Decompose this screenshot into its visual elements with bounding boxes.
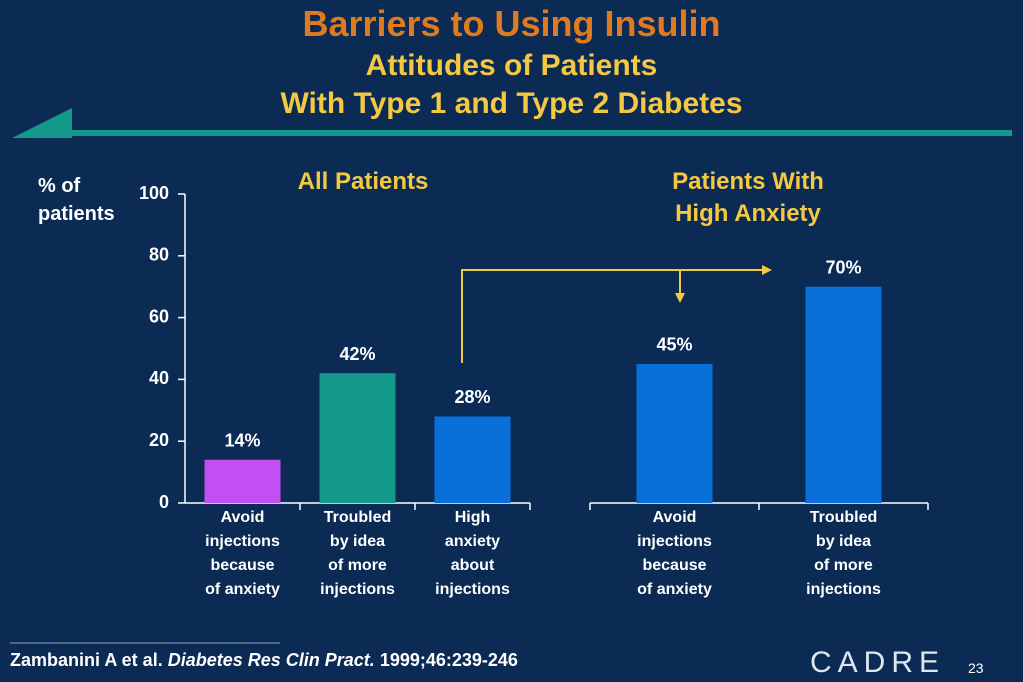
slide-number: 23 xyxy=(968,660,984,676)
y-tick-label: 80 xyxy=(149,245,169,265)
bar xyxy=(204,459,281,503)
x-tick-label: Troubled by idea of more injections xyxy=(320,509,395,598)
bar xyxy=(636,363,713,503)
value-label: 70% xyxy=(825,257,861,277)
x-tick-label: Avoid injections because of anxiety xyxy=(637,509,712,598)
arrow-head xyxy=(675,293,685,303)
y-tick-label: 100 xyxy=(139,183,169,203)
y-axis-label: % of patients xyxy=(38,175,115,225)
value-label: 45% xyxy=(656,335,692,355)
arrow-head xyxy=(762,265,772,275)
decor-rule xyxy=(72,130,1012,136)
bar xyxy=(319,373,396,503)
x-tick-label: High anxiety about injections xyxy=(435,509,510,598)
bar xyxy=(434,416,511,503)
citation-details: 1999;46:239-246 xyxy=(379,650,518,670)
y-tick-label: 60 xyxy=(149,306,169,326)
y-tick-label: 0 xyxy=(159,492,169,512)
value-label: 28% xyxy=(454,387,490,407)
x-tick-label: Avoid injections because of anxiety xyxy=(205,509,280,598)
subtitle: With Type 1 and Type 2 Diabetes xyxy=(280,87,743,120)
citation-journal: Diabetes Res Clin Pract. xyxy=(167,650,375,670)
value-label: 14% xyxy=(224,430,260,450)
citation-authors: Zambanini A et al. xyxy=(10,650,163,670)
connector xyxy=(461,269,765,363)
subtitle: Attitudes of Patients xyxy=(365,49,658,82)
decor-triangle xyxy=(12,108,72,138)
y-tick-label: 20 xyxy=(149,430,169,450)
slide-title: Barriers to Using Insulin xyxy=(302,3,721,44)
x-tick-label: Troubled by idea of more injections xyxy=(806,509,881,598)
citation: Zambanini A et al. Diabetes Res Clin Pra… xyxy=(10,650,518,671)
logo: CADRE xyxy=(810,646,946,679)
chart-title: Patients With High Anxiety xyxy=(672,168,824,228)
bar xyxy=(805,286,882,503)
y-tick-label: 40 xyxy=(149,368,169,388)
value-label: 42% xyxy=(339,344,375,364)
chart-title: All Patients xyxy=(297,168,429,195)
